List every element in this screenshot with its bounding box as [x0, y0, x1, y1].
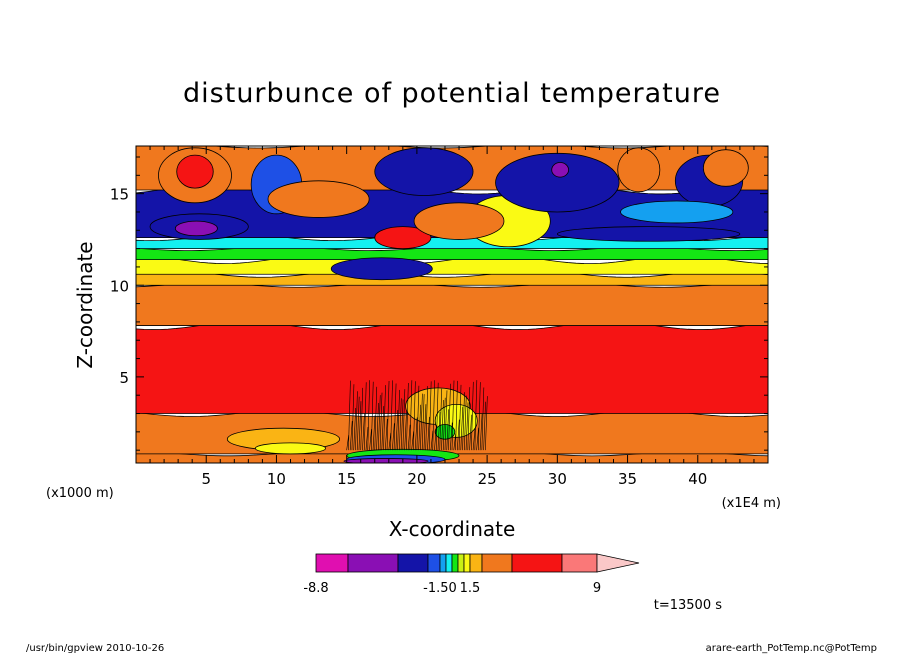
footer-left: /usr/bin/gpview 2010-10-26 [26, 643, 164, 654]
time-label: t=13500 s [654, 598, 722, 613]
contour-region [374, 226, 432, 250]
colorbar-swatch [427, 553, 441, 573]
colorbar-swatch [457, 553, 465, 573]
colorbar-swatch [445, 553, 453, 573]
x-tick-label: 15 [337, 470, 356, 488]
colorbar-label: -8.8 [303, 581, 328, 596]
x-unit-left: (x1000 m) [46, 486, 114, 501]
y-tick-label: 5 [119, 369, 129, 387]
x-tick-label: 5 [201, 470, 211, 488]
colorbar-arrow [596, 553, 640, 573]
x-tick-label: 25 [478, 470, 497, 488]
contour-region [413, 202, 505, 240]
contour-band [136, 282, 768, 326]
colorbar-label: 9 [593, 581, 601, 596]
colorbar: -8.8 -1.50 1.5 9 [303, 553, 640, 596]
colorbar-label: 1.5 [460, 581, 481, 596]
plot-frame [135, 145, 769, 464]
y-tick-label: 15 [110, 186, 129, 204]
contour-lines [346, 380, 488, 451]
contour-region [620, 200, 734, 224]
colorbar-swatch [397, 553, 429, 573]
contour-region [330, 257, 433, 281]
colorbar-swatch [439, 553, 447, 573]
colorbar-swatch [511, 553, 563, 573]
contour-region [254, 442, 326, 455]
plot-area [136, 146, 768, 463]
contour-region [551, 162, 569, 178]
x-tick-label: 10 [267, 470, 286, 488]
contour-region [374, 147, 474, 196]
colorbar-swatch [463, 553, 471, 573]
chart-title: disturbunce of potential temperature [183, 78, 721, 109]
x-unit-right: (x1E4 m) [722, 496, 781, 511]
contour-region [176, 154, 214, 189]
contour-region [343, 458, 429, 463]
colorbar-swatch [347, 553, 399, 573]
colorbar-label: -1.50 [423, 581, 457, 596]
colorbar-swatch [451, 553, 459, 573]
y-axis-label: Z-coordinate [73, 241, 97, 368]
x-axis-label: X-coordinate [389, 517, 516, 541]
x-tick-label: 40 [688, 470, 707, 488]
contour-region [617, 147, 661, 193]
x-tick-label: 20 [407, 470, 426, 488]
contour-region [267, 180, 370, 218]
footer-right: arare-earth_PotTemp.nc@PotTemp [706, 643, 877, 654]
colorbar-swatch [315, 553, 349, 573]
contour-region [174, 220, 218, 237]
colorbar-swatch [469, 553, 483, 573]
x-tick-label: 35 [618, 470, 637, 488]
colorbar-swatch [561, 553, 598, 573]
colorbar-swatch [481, 553, 513, 573]
x-tick-label: 30 [548, 470, 567, 488]
x-axis: 5 10 15 20 25 30 35 40 [149, 146, 755, 488]
contour-region [702, 149, 749, 187]
y-axis: 5 10 15 [110, 156, 768, 451]
contour-region [495, 152, 620, 213]
y-tick-label: 10 [110, 277, 129, 295]
contour-region [556, 226, 741, 242]
